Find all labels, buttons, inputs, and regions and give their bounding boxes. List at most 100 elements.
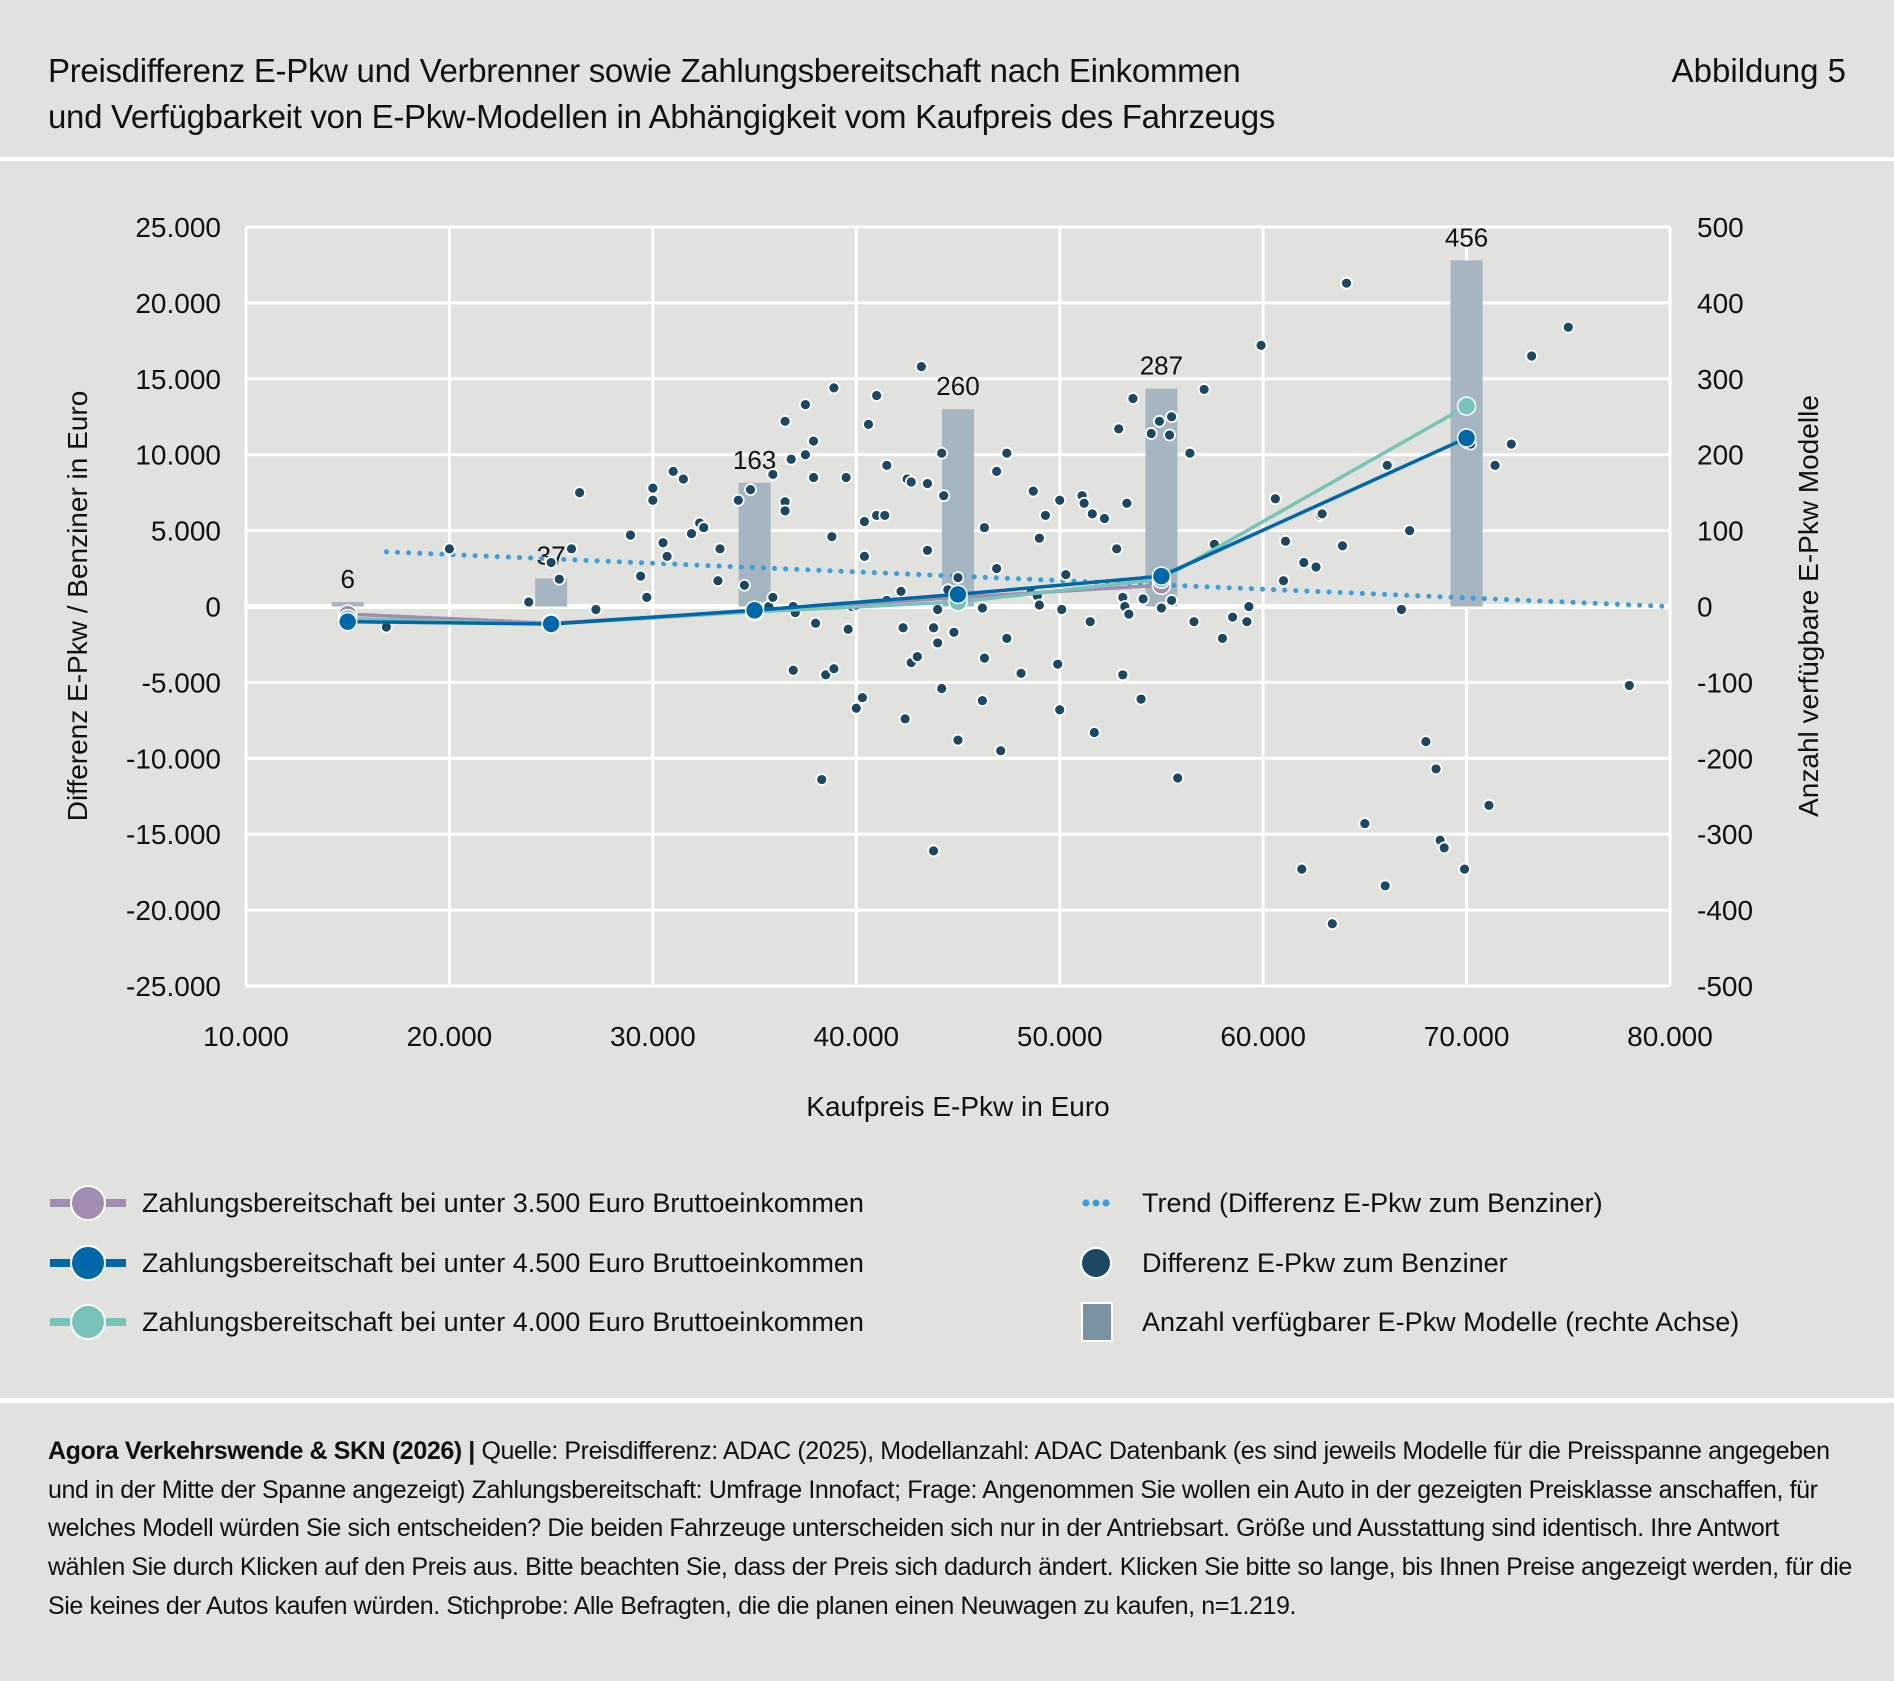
- scatter-point: [1110, 542, 1124, 556]
- scatter-point: [1242, 600, 1256, 613]
- scatter-point: [825, 530, 839, 544]
- legend-label: Zahlungsbereitschaft bei unter 4.000 Eur…: [142, 1306, 864, 1337]
- scatter-point: [976, 601, 989, 615]
- series-point-s4000: [1456, 396, 1477, 416]
- series-point-s4500: [744, 600, 765, 621]
- y2-tick-label: 0: [1697, 592, 1713, 623]
- scatter-point: [1098, 512, 1111, 525]
- scatter-point: [544, 556, 558, 569]
- scatter-point: [1165, 594, 1178, 607]
- legend-label: Zahlungsbereitschaft bei unter 3.500 Eur…: [142, 1187, 864, 1218]
- y2-tick-label: -500: [1697, 971, 1753, 1002]
- y-tick-label: 25.000: [135, 212, 221, 243]
- scatter-point: [1126, 392, 1140, 405]
- scatter-point: [646, 493, 660, 507]
- scatter-point: [656, 536, 670, 550]
- scatter-point: [1116, 668, 1130, 682]
- x-tick-label: 30.000: [610, 1021, 696, 1052]
- scatter-point: [1122, 607, 1136, 621]
- scatter-point: [552, 572, 566, 586]
- scatter-point: [809, 616, 822, 630]
- y2-tick-label: 500: [1697, 212, 1744, 243]
- bar-label: 456: [1445, 222, 1488, 252]
- scatter-point: [827, 381, 841, 395]
- scatter-point: [1000, 446, 1014, 460]
- scatter-point: [1340, 276, 1353, 290]
- footer-divider: [0, 1398, 1894, 1403]
- scatter-point: [1085, 507, 1099, 521]
- y-tick-label: 15.000: [135, 364, 221, 395]
- y2-tick-label: -100: [1697, 667, 1753, 698]
- scatter-point: [1622, 679, 1636, 692]
- scatter-point: [978, 521, 991, 534]
- scatter-point: [1051, 657, 1065, 671]
- scatter-point: [1325, 917, 1339, 931]
- scatter-point: [778, 414, 792, 428]
- scatter-point: [1437, 841, 1451, 855]
- scatter-point: [841, 622, 855, 636]
- series-point-s4500: [541, 614, 561, 634]
- scatter-point: [1083, 615, 1097, 629]
- scatter-point: [1059, 568, 1073, 582]
- legend-marker-trend-icon: [1082, 1199, 1110, 1207]
- scatter-point: [894, 584, 908, 598]
- series-point-s4500: [1456, 428, 1477, 448]
- x-axis-title: Kaufpreis E-Pkw in Euro: [806, 1091, 1109, 1122]
- scatter-point: [660, 550, 674, 563]
- scatter-point: [931, 603, 945, 616]
- scatter-point: [1504, 437, 1518, 451]
- legend-item-4500: Zahlungsbereitschaft bei unter 4.500 Eur…: [48, 1243, 864, 1283]
- scatter-point: [978, 651, 991, 665]
- scatter-point: [870, 389, 884, 402]
- scatter-point: [935, 446, 949, 460]
- scatter-point: [1297, 556, 1311, 569]
- scatter-point: [839, 471, 853, 484]
- scatter-point: [685, 527, 698, 541]
- scatter-point: [855, 691, 869, 704]
- y2-tick-label: 100: [1697, 516, 1744, 547]
- scatter-point: [1187, 615, 1201, 629]
- x-tick-label: 10.000: [203, 1021, 289, 1052]
- scatter-point: [878, 509, 892, 522]
- y2-tick-label: 200: [1697, 440, 1744, 471]
- scatter-point: [1488, 458, 1502, 472]
- scatter-point: [1087, 726, 1101, 739]
- scatter-point: [766, 468, 780, 481]
- scatter-point: [1315, 507, 1329, 521]
- y-axis-title: Differenz E-Pkw / Benziner in Euro: [62, 391, 93, 822]
- scatter-point: [1380, 458, 1394, 472]
- scatter-point: [1482, 798, 1496, 812]
- scatter-point: [858, 550, 871, 563]
- scatter-point: [1136, 592, 1150, 606]
- chart: 10.000 20.000 30.000 40.000 50.000 60.000 70.0…: [62, 212, 1824, 1122]
- scatter-point: [927, 621, 940, 635]
- scatter-point: [1395, 603, 1408, 616]
- y-tick-label: 5.000: [151, 516, 221, 547]
- scatter-point: [807, 434, 820, 448]
- x-tick-label: 60.000: [1220, 1021, 1306, 1052]
- scatter-point: [799, 398, 812, 412]
- legend-marker-4000-icon: [50, 1304, 126, 1340]
- series-line-s4500: [347, 436, 1468, 626]
- scatter-point: [1053, 703, 1067, 717]
- y-tick-label: -10.000: [126, 743, 221, 774]
- title-line-1: Preisdifferenz E-Pkw und Verbrenner sowi…: [48, 52, 1241, 89]
- scatter-point: [910, 650, 924, 663]
- scatter-point: [731, 493, 745, 507]
- scatter-point: [1309, 560, 1323, 574]
- legend-marker-4500-icon: [50, 1245, 126, 1281]
- bar: [331, 601, 364, 607]
- series-point-s4500: [948, 584, 968, 605]
- scatter-point: [778, 504, 792, 518]
- scatter-point: [1561, 320, 1575, 334]
- scatter-point: [1144, 427, 1158, 440]
- y-tick-label: 0: [205, 592, 221, 623]
- scatter-point: [1014, 666, 1028, 680]
- scatter-point: [1032, 531, 1046, 545]
- scatter-point: [827, 662, 841, 676]
- scatter-point: [666, 464, 680, 478]
- y-tick-label: -25.000: [126, 971, 221, 1002]
- scatter-point: [921, 543, 934, 557]
- legend-marker-bar-icon: [1081, 1302, 1113, 1342]
